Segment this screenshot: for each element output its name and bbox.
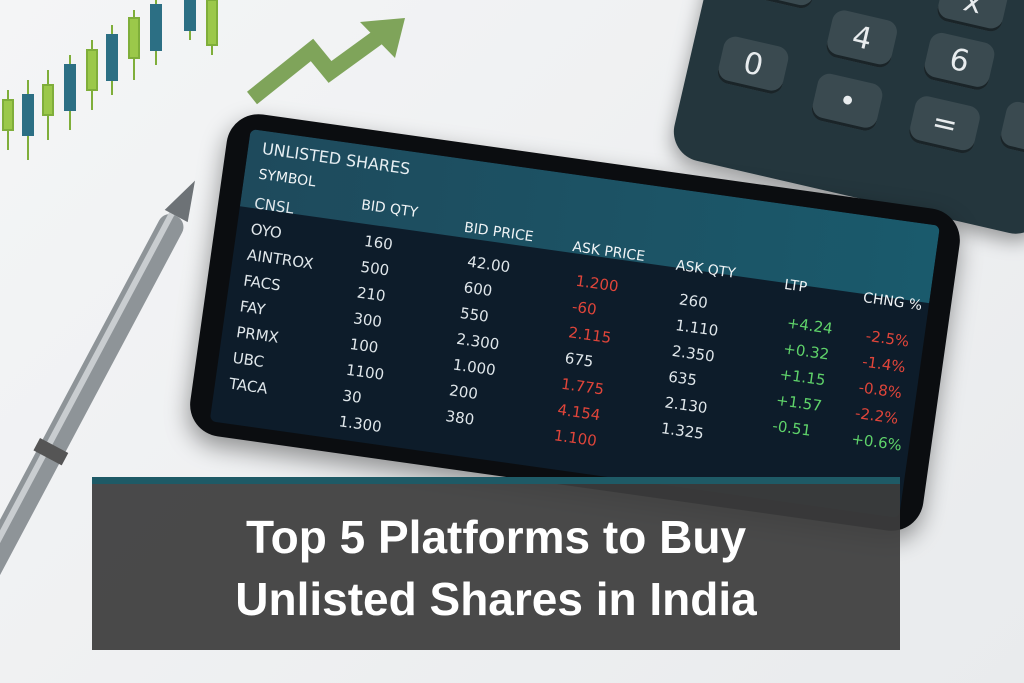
calculator-key: 0 — [715, 34, 791, 96]
table-cell: +1.15 — [778, 365, 827, 390]
table-cell: 1.110 — [674, 316, 720, 340]
calculator-key: 4 — [824, 8, 900, 70]
arrow-head — [360, 18, 405, 58]
calculator-key: • — [809, 71, 885, 133]
table-cell: 1.325 — [659, 419, 705, 443]
table-cell: -0.8% — [857, 378, 904, 403]
table-cell: 1.300 — [337, 412, 383, 437]
calculator-key: = — [907, 93, 983, 156]
table-cell: +4.24 — [785, 313, 834, 338]
table-cell: -60 — [570, 297, 598, 319]
table-cell: 550 — [458, 304, 490, 326]
table-cell: 675 — [563, 349, 595, 371]
calculator-key: − — [745, 0, 821, 11]
table-cell: 160 — [363, 231, 394, 254]
table-cell: UBC — [231, 348, 266, 372]
calculator-key: + — [998, 99, 1024, 162]
table-cell: 260 — [677, 290, 709, 313]
candles — [2, 0, 218, 160]
table-cell: 2.300 — [455, 329, 501, 354]
table-cell: 200 — [448, 381, 479, 404]
table-cell: FACS — [242, 271, 282, 295]
table-cell: 1.200 — [574, 271, 620, 296]
pen — [0, 180, 195, 589]
title-line: Unlisted Shares in India — [235, 573, 757, 625]
table-cell: 635 — [667, 367, 699, 390]
table-cell: +1.57 — [774, 390, 823, 416]
table-cell: -0.51 — [771, 416, 813, 440]
table-cell: 2.130 — [663, 393, 709, 418]
table-cell: 300 — [352, 309, 384, 332]
table-cell: OYO — [249, 220, 283, 243]
table-cell: 42.00 — [466, 252, 512, 277]
table-cell: PRMX — [235, 323, 280, 347]
calculator-key: 6 — [921, 30, 997, 93]
table-cell: 1.000 — [451, 355, 497, 380]
table-cell: 30 — [341, 386, 363, 407]
table-cell: 2.350 — [670, 341, 716, 366]
table-cell: 1100 — [344, 360, 386, 384]
table-cell: AINTROX — [245, 245, 315, 273]
table-cell: +0.6% — [850, 429, 903, 455]
table-cell: 600 — [462, 278, 494, 301]
column-header: LTP — [783, 276, 809, 296]
table-cell: +0.32 — [782, 339, 831, 364]
table-cell: 2.115 — [567, 323, 613, 348]
table-cell: 100 — [348, 334, 380, 357]
table-cell: 380 — [444, 407, 476, 429]
table-cell: 1.100 — [552, 426, 598, 451]
arrow — [247, 25, 390, 105]
table-cell: FAY — [238, 297, 267, 319]
table-cell: -1.4% — [861, 352, 907, 377]
table-cell: 4.154 — [556, 400, 602, 425]
title-line: Top 5 Platforms to Buy — [245, 511, 747, 563]
title-overlay: Top 5 Platforms to Buy Unlisted Shares i… — [92, 477, 900, 650]
table-cell: 1.775 — [560, 374, 606, 399]
table-cell: 210 — [355, 283, 387, 306]
calculator-key: x — [935, 0, 1011, 34]
table-cell: -2.5% — [864, 326, 911, 351]
table-cell: TACA — [227, 374, 269, 398]
table-cell: 500 — [359, 257, 391, 280]
table-cell: -2.2% — [853, 403, 900, 428]
